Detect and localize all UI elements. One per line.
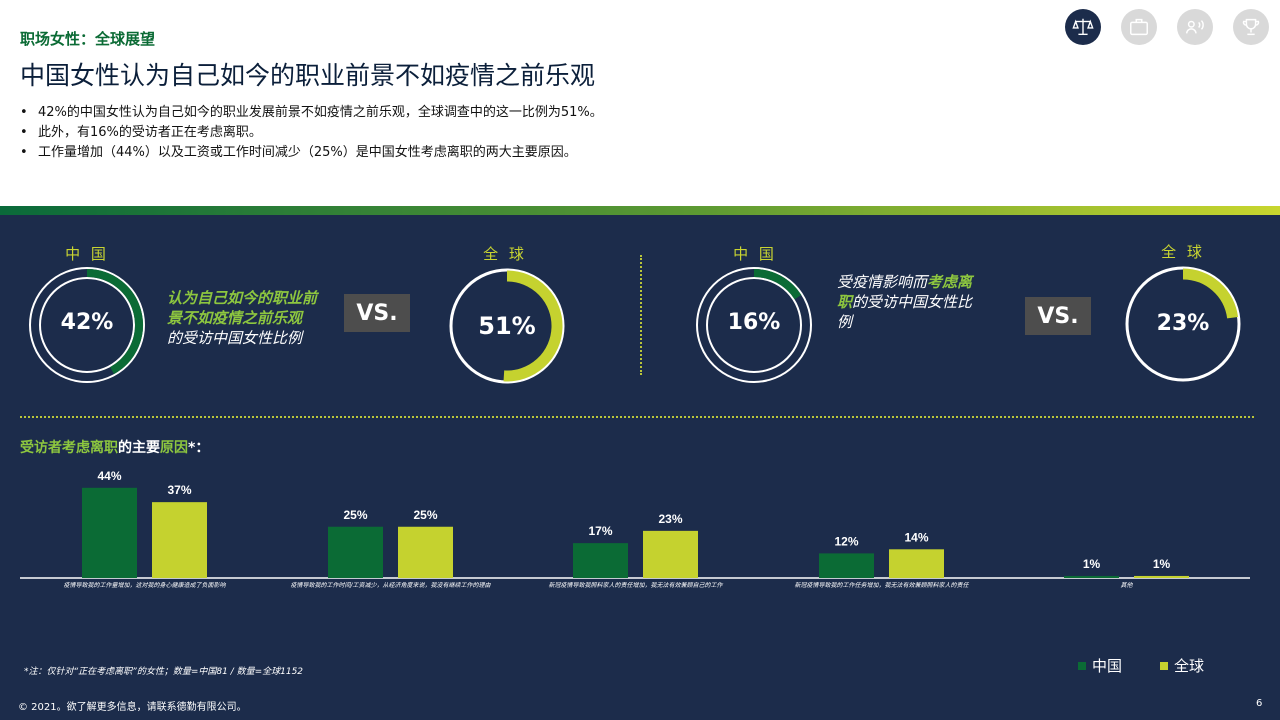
vs-badge: VS. <box>1025 297 1091 335</box>
category-label: 疫情导致我的工作时间/工资减少，从经济角度来说，我没有继续工作的理由 <box>290 581 491 589</box>
copyright: © 2021。欲了解更多信息，请联系德勤有限公司。 <box>18 702 247 713</box>
donut-value-china: 16% <box>727 310 781 335</box>
bar <box>82 487 137 578</box>
legend-item-global: 全球 <box>1160 655 1204 676</box>
data-label: 17% <box>588 524 612 538</box>
briefcase-icon[interactable] <box>1121 9 1157 45</box>
scales-icon[interactable] <box>1065 9 1101 45</box>
bar <box>328 526 383 578</box>
desc-text: 的受访中国女性比例 <box>167 329 303 347</box>
desc-highlight: 考虑离职 <box>837 273 973 311</box>
bullet-item: 此外，有16%的受访者正在考虑离职。 <box>20 123 603 143</box>
donut-label-china: 中 国 <box>65 245 109 263</box>
data-label: 25% <box>343 508 367 522</box>
donut-global-51 <box>449 268 565 384</box>
category-label: 其他 <box>1120 581 1133 589</box>
desc-text: 的受访中国女性比例 <box>837 293 973 331</box>
donut-china-16 <box>696 267 812 383</box>
bar <box>398 526 453 578</box>
legend-swatch <box>1078 661 1086 670</box>
donut-arc <box>1182 268 1239 319</box>
data-label: 44% <box>97 469 121 483</box>
data-label: 23% <box>658 512 682 526</box>
legend-label: 中国 <box>1092 657 1123 675</box>
page-title: 中国女性认为自己如今的职业前景不如疫情之前乐观 <box>20 61 596 90</box>
chart-title: 受访者考虑离职的主要原因*： <box>20 437 209 457</box>
data-label: 1% <box>1153 557 1171 571</box>
bar <box>152 502 207 578</box>
bullet-item: 工作量增加（44%）以及工资或工作时间减少（25%）是中国女性考虑离职的两大主要… <box>20 143 603 163</box>
trophy-icon[interactable] <box>1233 9 1269 45</box>
data-label: 1% <box>1083 557 1101 571</box>
donut-label-china: 中 国 <box>733 245 777 263</box>
desc-text: 受疫情影响而 <box>837 273 928 291</box>
category-label: 疫情导致我的工作量增加，这对我的身心健康造成了负面影响 <box>63 581 226 589</box>
data-label: 37% <box>167 483 191 497</box>
title-highlight: 受访者考虑离职 <box>20 440 118 456</box>
data-label: 12% <box>834 534 858 548</box>
donut-value-global: 51% <box>478 312 536 340</box>
donut-description: 认为自己如今的职业前景不如疫情之前乐观的受访中国女性比例 <box>167 288 317 348</box>
gradient-divider <box>0 206 1280 215</box>
bullet-list: 42%的中国女性认为自己如今的职业发展前景不如疫情之前乐观，全球调查中的这一比例… <box>20 103 603 163</box>
legend-label: 全球 <box>1174 657 1205 675</box>
donut-arc <box>86 269 143 375</box>
title-text: 的主要 <box>118 440 160 456</box>
legend-swatch <box>1160 661 1168 670</box>
legend-item-china: 中国 <box>1078 655 1122 676</box>
bar <box>643 530 698 578</box>
bullet-item: 42%的中国女性认为自己如今的职业发展前景不如疫情之前乐观，全球调查中的这一比例… <box>20 103 603 123</box>
title-text: *： <box>188 440 210 456</box>
section-tag: 职场女性：全球展望 <box>20 30 156 48</box>
bar <box>889 549 944 578</box>
donut-value-global: 23% <box>1156 311 1210 336</box>
category-label: 新冠疫情导致我照料家人的责任增加，我无法有效兼顾自己的工作 <box>548 581 723 589</box>
page-number: 6 <box>1256 698 1263 709</box>
donut-description: 受疫情影响而考虑离职的受访中国女性比例 <box>837 272 987 332</box>
vs-badge: VS. <box>344 294 410 332</box>
donut-arc <box>753 269 802 300</box>
title-highlight: 原因 <box>160 440 188 456</box>
speaker-icon[interactable] <box>1177 9 1213 45</box>
donut-label-global: 全 球 <box>483 245 527 263</box>
bar <box>573 543 628 578</box>
donut-china-42 <box>29 267 145 383</box>
donut-value-china: 42% <box>60 310 114 335</box>
bar <box>1064 575 1119 578</box>
data-label: 25% <box>413 508 437 522</box>
donut-arc <box>503 270 563 382</box>
data-label: 14% <box>904 530 928 544</box>
footnote: *注：仅针对“正在考虑离职”的女性；数量=中国81 / 数量=全球1152 <box>24 667 304 677</box>
desc-highlight: 认为自己如今的职业前景不如疫情之前乐观 <box>167 289 318 327</box>
bar <box>819 553 874 578</box>
vertical-divider <box>640 255 642 375</box>
horizontal-divider <box>20 416 1254 418</box>
reasons-bar-chart: 44% 37% 疫情导致我的工作量增加，这对我的身心健康造成了负面影响 25% 25% 疫… <box>20 469 1250 589</box>
donut-label-global: 全 球 <box>1161 243 1205 261</box>
bar <box>1134 575 1189 578</box>
category-label: 新冠疫情导致我的工作任务增加，我无法有效兼顾照料家人的责任 <box>794 581 969 589</box>
donut-global-23 <box>1125 266 1241 382</box>
